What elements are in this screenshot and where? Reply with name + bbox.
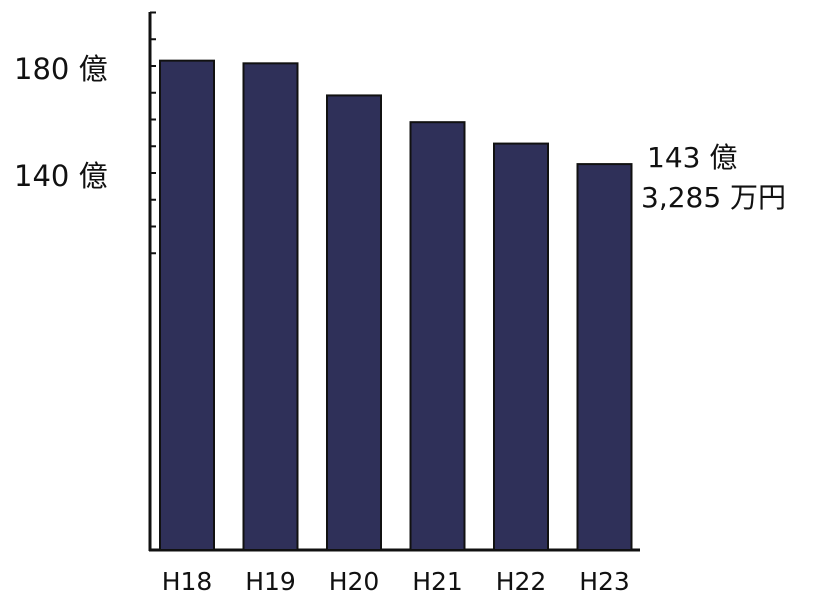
x-tick-label: H23	[579, 567, 630, 595]
annotation-line2: 3,285 万円	[641, 181, 786, 214]
bar-h18	[159, 59, 215, 552]
bar-h23	[576, 163, 633, 552]
x-tick-label: H21	[412, 567, 463, 595]
y-tick-label: 140 億	[14, 159, 108, 193]
x-tick-label: H22	[496, 567, 547, 595]
bar-h20	[326, 94, 382, 552]
axes	[148, 11, 640, 552]
y-tick-labels: 180 億 140 億	[14, 52, 108, 193]
x-tick-label: H18	[162, 567, 213, 595]
bar-h19	[242, 62, 299, 551]
bar-h21	[409, 121, 466, 552]
x-tick-labels: H18 H19 H20 H21 H22 H23	[162, 567, 630, 595]
x-tick-label: H20	[329, 567, 380, 595]
bar-h22	[493, 142, 549, 551]
y-tick-label: 180 億	[14, 52, 108, 86]
annotation-line1: 143 億	[647, 141, 737, 174]
bars	[159, 59, 633, 552]
x-tick-label: H19	[245, 567, 296, 595]
